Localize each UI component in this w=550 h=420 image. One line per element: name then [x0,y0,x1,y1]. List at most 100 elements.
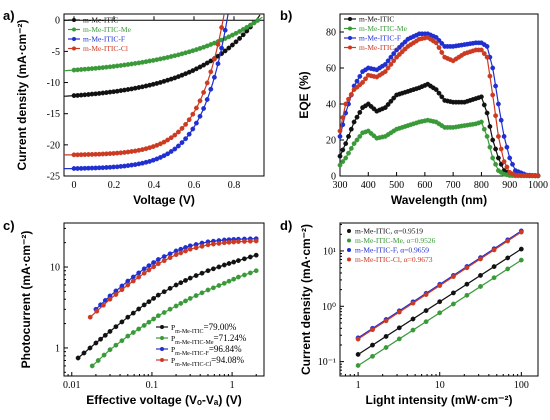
panel-label: d) [280,218,292,233]
y-tick-label: -5 [52,47,60,58]
data-point [107,347,113,353]
legend-label: m-Me-ITIC-F, α=0.9659 [355,246,429,255]
legend-label: m-Me-ITIC-Cl [359,43,404,52]
data-point [437,283,443,288]
data-point [215,61,221,67]
data-point [130,310,136,316]
legend-entry: m-Me-ITIC-F [68,35,125,44]
data-point [193,273,199,278]
data-point [399,42,405,47]
data-point [498,117,504,123]
data-point [244,24,250,30]
data-point [241,272,247,278]
series-m-Me-ITIC-Cl [64,14,225,158]
data-point [146,267,152,273]
data-point [113,342,119,348]
x-tick-label: 1000 [528,180,548,191]
data-point [235,258,241,263]
data-point [215,42,221,47]
data-point [337,162,343,168]
legend-label: Pm-Me-ITIC=79.00% [171,322,237,335]
data-point [87,345,93,351]
data-point [436,90,442,96]
data-point [199,290,205,296]
data-point [151,295,157,301]
x-tick-label: 300 [333,180,348,191]
data-point [183,122,189,127]
data-point [205,242,211,248]
data-point [155,292,161,298]
x-tick-label: 1 [356,380,361,391]
data-point [197,98,203,104]
legend: m-Me-ITICm-Me-ITIC-Mem-Me-ITIC-Fm-Me-ITI… [344,15,408,52]
legend-entry: Pm-Me-ITIC-F=96.84% [156,344,242,357]
legend-label: m-Me-ITIC [83,16,118,25]
data-point [484,110,490,116]
data-point [173,252,179,258]
data-point [478,272,483,278]
legend-marker [72,27,76,32]
data-point [493,161,498,167]
data-point [241,256,247,262]
data-point [175,129,181,135]
data-point [383,345,389,350]
data-point [219,45,225,51]
y-axis-label: Current density (mA·cm⁻²) [15,19,29,170]
data-point [161,310,167,315]
data-point [237,28,243,34]
data-point [226,278,232,284]
x-axis-label: Light intensity (mW·cm⁻²) [366,393,513,407]
legend-marker [347,248,351,252]
data-point [439,94,445,100]
y-tick-label: 60 [326,64,336,75]
data-point [107,296,113,302]
data-point [208,86,214,92]
series-line [77,254,257,359]
data-point [505,255,511,261]
data-point [136,326,142,332]
data-point [247,22,253,28]
series-m-Me-ITIC-Me [63,16,263,73]
data-point [247,270,253,276]
legend-marker [348,17,352,21]
data-point [251,20,257,26]
series-m-Me-ITIC-F [63,14,229,171]
legend-entry: m-Me-ITIC-Me [344,24,408,33]
data-point [518,229,524,235]
data-point [507,155,513,161]
data-point [201,90,207,95]
data-point [491,275,497,281]
data-point [167,255,173,261]
data-point [478,94,484,100]
legend-entry: m-Me-ITIC [344,15,394,24]
legend-entry: m-Me-ITIC [68,16,118,25]
data-point [226,45,232,51]
data-point [125,314,131,320]
data-point [255,18,261,23]
data-point [348,145,354,151]
data-point [340,159,346,165]
legend-label: m-Me-ITIC-Me [83,25,132,34]
data-point [94,308,100,314]
legend-entry: Pm-Me-ITIC=79.00% [156,322,237,335]
data-point [205,287,211,293]
x-tick-label: 700 [446,180,461,191]
eqe-curves [337,31,541,179]
data-point [93,340,99,346]
series-m-Me-ITIC-Me [337,117,541,179]
data-point [187,246,193,252]
panel-label: c) [3,218,15,233]
data-point [167,306,173,312]
data-point [348,126,354,132]
data-point [343,141,349,147]
data-point [75,355,81,361]
data-point [535,173,541,179]
data-point [247,254,253,260]
data-point [346,133,351,139]
y-tick-label: 0 [55,16,60,27]
panel-label: a) [3,8,15,23]
data-point [95,358,101,363]
data-point [504,164,510,170]
legend-label: m-Me-ITIC-Me, α=0.9526 [355,236,436,245]
